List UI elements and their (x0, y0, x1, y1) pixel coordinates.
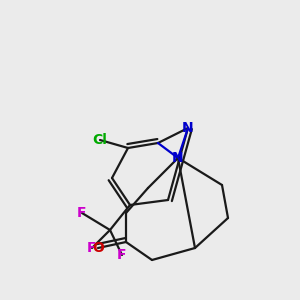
Text: F: F (87, 241, 97, 255)
Text: F: F (117, 248, 127, 262)
Text: F: F (77, 206, 87, 220)
Text: N: N (182, 121, 194, 135)
Text: O: O (92, 241, 104, 255)
Text: Cl: Cl (93, 133, 107, 147)
Text: N: N (172, 151, 184, 165)
